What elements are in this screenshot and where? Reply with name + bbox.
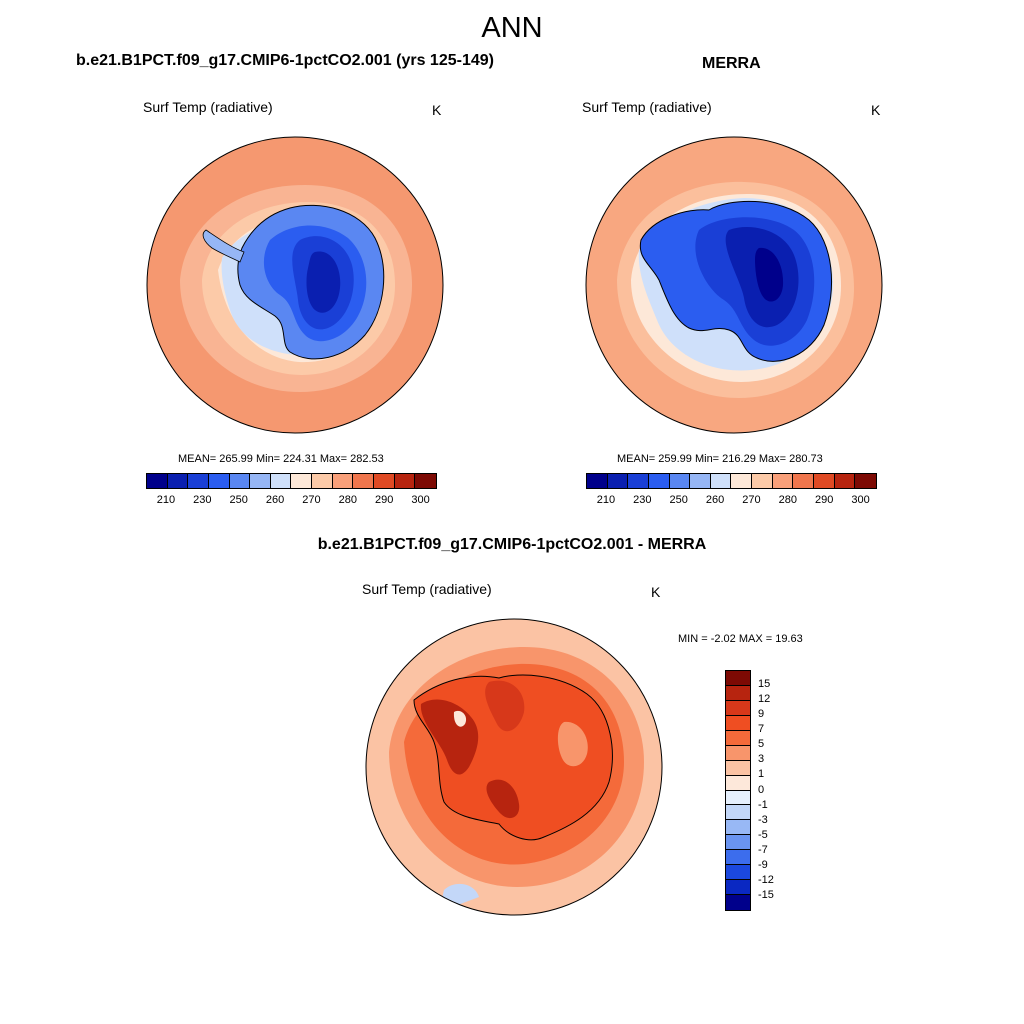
colorbar-tick-label: 3	[758, 753, 765, 766]
colorbar-tick-label: 5	[758, 738, 765, 751]
colorbar-box	[726, 730, 750, 746]
diff-stats: MIN = -2.02 MAX = 19.63	[678, 633, 803, 645]
diff-variable-label: Surf Temp (radiative)	[362, 581, 492, 597]
colorbar-tick-label: 290	[815, 494, 834, 506]
colorbar-box	[726, 745, 750, 761]
colorbar-box	[669, 474, 691, 488]
colorbar-box	[726, 850, 750, 866]
colorbar-box	[834, 474, 856, 488]
colorbar-tick-label: 260	[265, 494, 285, 506]
colorbar-box	[648, 474, 670, 488]
colorbar-tick-label: 270	[742, 494, 761, 506]
colorbar-box	[772, 474, 794, 488]
obs-stats: MEAN= 259.99 Min= 216.29 Max= 280.73	[617, 453, 823, 465]
colorbar-box	[726, 895, 750, 910]
diff-panel-title: b.e21.B1PCT.f09_g17.CMIP6-1pctCO2.001 - …	[317, 536, 707, 553]
obs-units-label: K	[871, 102, 881, 118]
colorbar-tick-label: -3	[758, 813, 768, 826]
colorbar-tick-label: -1	[758, 798, 768, 811]
colorbar-box	[726, 865, 750, 881]
colorbar-box	[250, 474, 271, 488]
colorbar-box	[587, 474, 608, 488]
obs-colorbar	[586, 473, 877, 489]
model-panel-title: b.e21.B1PCT.f09_g17.CMIP6-1pctCO2.001 (y…	[76, 52, 494, 69]
colorbar-box	[394, 474, 416, 488]
colorbar-tick-label: 250	[669, 494, 688, 506]
colorbar-box	[855, 474, 876, 488]
model-units-label: K	[432, 102, 442, 118]
colorbar-tick-label: 230	[193, 494, 212, 506]
model-variable-label: Surf Temp (radiative)	[143, 99, 273, 115]
colorbar-box	[726, 880, 750, 896]
colorbar-box	[726, 790, 750, 806]
colorbar-box	[726, 715, 750, 731]
colorbar-tick-label: 300	[411, 494, 430, 506]
obs-variable-label: Surf Temp (radiative)	[582, 99, 712, 115]
colorbar-tick-label: 15	[758, 678, 771, 691]
colorbar-tick-label: 7	[758, 723, 765, 736]
colorbar-box	[726, 820, 750, 836]
colorbar-box	[147, 474, 168, 488]
colorbar-box	[312, 474, 333, 488]
colorbar-box	[208, 474, 230, 488]
colorbar-box	[731, 474, 753, 488]
colorbar-box	[167, 474, 189, 488]
colorbar-box	[726, 760, 750, 776]
colorbar-tick-label: 9	[758, 708, 765, 721]
colorbar-tick-label: 260	[705, 494, 725, 506]
colorbar-box	[353, 474, 375, 488]
colorbar-tick-label: 12	[758, 693, 771, 706]
colorbar-box	[229, 474, 251, 488]
colorbar-tick-label: 0	[758, 783, 765, 796]
colorbar-box	[374, 474, 395, 488]
colorbar-box	[726, 685, 750, 701]
colorbar-tick-label: 250	[229, 494, 248, 506]
colorbar-box	[607, 474, 629, 488]
diff-units-label: K	[651, 584, 661, 600]
model-stats: MEAN= 265.99 Min= 224.31 Max= 282.53	[178, 453, 384, 465]
colorbar-box	[188, 474, 209, 488]
colorbar-tick-label: 210	[596, 494, 616, 506]
model-colorbar	[146, 473, 437, 489]
colorbar-box	[726, 671, 750, 686]
colorbar-tick-label: 300	[851, 494, 870, 506]
colorbar-tick-label: 280	[778, 494, 798, 506]
colorbar-box	[752, 474, 773, 488]
colorbar-box	[291, 474, 313, 488]
colorbar-box	[270, 474, 292, 488]
colorbar-box	[793, 474, 815, 488]
colorbar-tick-label: 230	[633, 494, 652, 506]
colorbar-tick-label: 280	[338, 494, 358, 506]
colorbar-tick-label: 210	[156, 494, 176, 506]
colorbar-tick-label: 1	[758, 768, 765, 781]
obs-polar-map	[585, 136, 883, 434]
diff-colorbar	[725, 670, 751, 911]
main-title: ANN	[481, 12, 543, 44]
colorbar-box	[628, 474, 649, 488]
colorbar-tick-label: 290	[375, 494, 394, 506]
colorbar-box	[814, 474, 835, 488]
diff-polar-map	[365, 618, 663, 916]
colorbar-box	[332, 474, 354, 488]
colorbar-box	[726, 835, 750, 851]
colorbar-tick-label: -5	[758, 828, 768, 841]
colorbar-box	[710, 474, 732, 488]
colorbar-box	[726, 805, 750, 821]
colorbar-box	[726, 775, 750, 791]
colorbar-tick-label: -12	[758, 873, 774, 886]
obs-panel-title: MERRA	[702, 55, 761, 72]
colorbar-tick-label: -15	[758, 888, 774, 901]
colorbar-tick-label: 270	[302, 494, 321, 506]
colorbar-tick-label: -7	[758, 843, 768, 856]
colorbar-box	[415, 474, 436, 488]
colorbar-box	[726, 700, 750, 716]
colorbar-tick-label: -9	[758, 858, 768, 871]
model-polar-map	[146, 136, 444, 434]
colorbar-box	[690, 474, 711, 488]
